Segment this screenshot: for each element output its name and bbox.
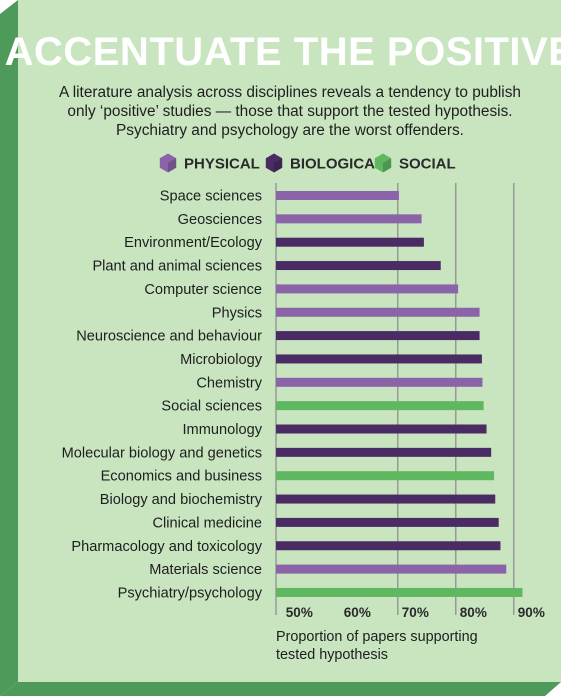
legend-physical-swatch-shade	[168, 158, 177, 173]
bar-geosciences	[276, 214, 422, 224]
category-label: Psychiatry/psychology	[118, 585, 263, 601]
category-label: Geosciences	[178, 212, 262, 228]
category-label: Space sciences	[160, 189, 262, 205]
category-label: Computer science	[144, 282, 262, 298]
x-tick-label: 50%	[286, 605, 313, 620]
bar-space-sciences	[276, 191, 399, 200]
card-shadow-left	[0, 0, 18, 696]
bar-chemistry	[276, 377, 483, 387]
page-title: ACCENTUATE THE POSITIVE	[5, 30, 561, 74]
category-label: Immunology	[183, 422, 263, 438]
category-label: Chemistry	[196, 375, 262, 391]
subtitle-line-1: A literature analysis across disciplines…	[59, 84, 521, 101]
category-label: Social sciences	[161, 399, 262, 415]
x-axis-label-line-1: Proportion of papers supporting	[276, 629, 478, 645]
bar-molecular-biology-and-genetics	[276, 447, 492, 457]
category-label: Materials science	[149, 562, 262, 578]
bar-clinical-medicine	[276, 517, 499, 527]
category-label: Microbiology	[180, 352, 263, 368]
bar-neuroscience-and-behaviour	[276, 331, 480, 341]
category-label: Pharmacology and toxicology	[71, 539, 262, 555]
x-axis-label-line-2: tested hypothesis	[276, 647, 388, 663]
bar-psychiatry-psychology	[276, 587, 523, 597]
subtitle-line-3: Psychiatry and psychology are the worst …	[116, 122, 464, 139]
legend-physical-label: PHYSICAL	[184, 156, 260, 173]
bar-economics-and-business	[276, 471, 495, 481]
legend-social-swatch-shade	[383, 158, 392, 173]
bar-social-sciences	[276, 401, 484, 411]
bar-materials-science	[276, 564, 507, 574]
legend-social-swatch	[374, 153, 392, 173]
chart-bars	[276, 191, 523, 597]
bar-environment-ecology	[276, 237, 424, 247]
bar-biology-and-biochemistry	[276, 494, 496, 504]
category-label: Environment/Ecology	[124, 235, 263, 251]
x-tick-label: 80%	[460, 605, 487, 620]
legend-physical-swatch	[159, 153, 177, 173]
x-axis-ticks: 50% 60% 70% 80% 90%	[286, 605, 545, 620]
bar-plant-and-animal-sciences	[276, 261, 441, 271]
category-label: Plant and animal sciences	[92, 259, 262, 275]
subtitle-line-2: only ‘positive’ studies — those that sup…	[67, 103, 512, 120]
category-label: Molecular biology and genetics	[62, 445, 262, 461]
legend-biological-swatch	[265, 153, 283, 173]
x-tick-label: 60%	[344, 605, 371, 620]
bar-computer-science	[276, 284, 459, 294]
x-tick-label: 90%	[518, 605, 545, 620]
legend-biological-swatch-shade	[274, 158, 283, 173]
bar-physics	[276, 307, 480, 317]
legend-social-label: SOCIAL	[399, 156, 456, 173]
category-label: Economics and business	[101, 469, 262, 485]
bar-pharmacology-and-toxicology	[276, 541, 501, 551]
bar-microbiology	[276, 354, 482, 364]
chart-legend: PHYSICAL BIOLOGICAL SOCIAL	[159, 153, 456, 173]
category-label: Clinical medicine	[153, 515, 263, 531]
card-shadow-bottom	[0, 682, 561, 696]
bar-immunology	[276, 424, 487, 434]
category-label: Physics	[212, 305, 262, 321]
category-label: Biology and biochemistry	[100, 492, 263, 508]
category-labels: Space sciences Geosciences Environment/Eco…	[62, 189, 263, 602]
category-label: Neuroscience and behaviour	[76, 329, 262, 345]
legend-biological-label: BIOLOGICAL	[290, 156, 384, 173]
x-tick-label: 70%	[402, 605, 429, 620]
